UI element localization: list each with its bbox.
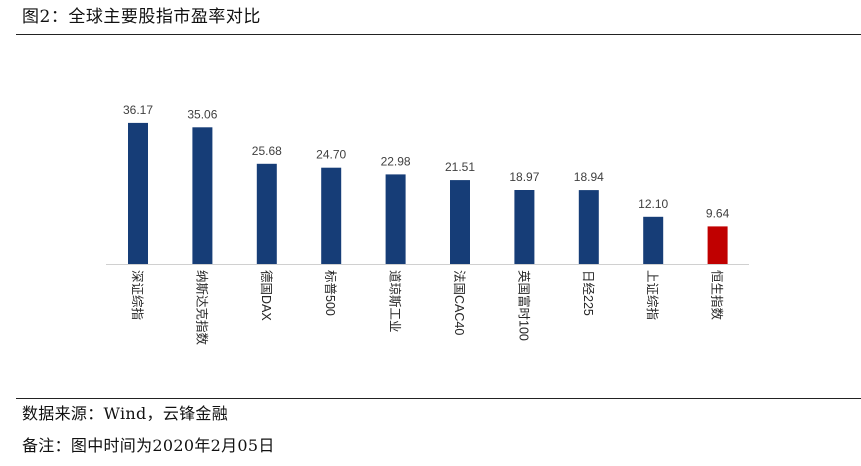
- bar-7: [514, 190, 535, 264]
- bar-10: [707, 226, 728, 264]
- bar-2: [192, 127, 213, 264]
- bar-4: [321, 167, 342, 264]
- category-label-4: 标普500: [323, 270, 337, 316]
- title-divider: [16, 34, 861, 35]
- value-label-1: 36.17: [123, 103, 153, 117]
- bar-9: [643, 216, 664, 264]
- bar-5: [385, 174, 406, 264]
- bar-6: [450, 180, 470, 264]
- value-label-2: 35.06: [187, 107, 217, 121]
- value-labels-layer: 36.17 35.06 25.68 24.70 22.98 21.51 18.97 18.94…: [123, 103, 730, 220]
- category-label-2: 纳斯达克指数: [194, 270, 209, 346]
- bar-3: [256, 163, 277, 264]
- category-label-7: 英国富时100: [516, 270, 531, 341]
- figure-title: 图2：全球主要股指市盈率对比: [22, 7, 261, 27]
- value-label-8: 18.94: [574, 170, 604, 184]
- category-label-1: 深证综指: [130, 270, 145, 320]
- category-label-9: 上证综指: [645, 270, 660, 320]
- bar-8: [578, 190, 599, 264]
- value-label-3: 25.68: [252, 144, 282, 158]
- category-label-8: 日经225: [581, 270, 595, 316]
- date-note: 备注：图中时间为2020年2月05日: [22, 436, 275, 455]
- category-labels-layer: 深证综指 纳斯达克指数 德国DAX 标普500 道琼斯工业 法国CAC40 英国富时100 日…: [130, 270, 725, 346]
- footer-divider: [16, 398, 861, 399]
- bar-1: [128, 122, 148, 265]
- value-label-5: 22.98: [381, 154, 411, 168]
- value-label-10: 9.64: [706, 206, 730, 220]
- pe-ratio-bar-chart: 36.17 35.06 25.68 24.70 22.98 21.51 18.97 18.94…: [106, 103, 749, 346]
- category-label-10: 恒生指数: [710, 270, 725, 321]
- value-label-4: 24.70: [316, 148, 346, 162]
- bars-layer: [128, 122, 728, 265]
- category-label-6: 法国CAC40: [452, 270, 466, 335]
- category-label-3: 德国DAX: [259, 270, 274, 321]
- value-label-6: 21.51: [445, 160, 475, 174]
- category-label-5: 道琼斯工业: [388, 270, 403, 333]
- source-note: 数据来源：Wind，云锋金融: [22, 404, 229, 423]
- value-label-9: 12.10: [638, 197, 668, 211]
- value-label-7: 18.97: [509, 170, 539, 184]
